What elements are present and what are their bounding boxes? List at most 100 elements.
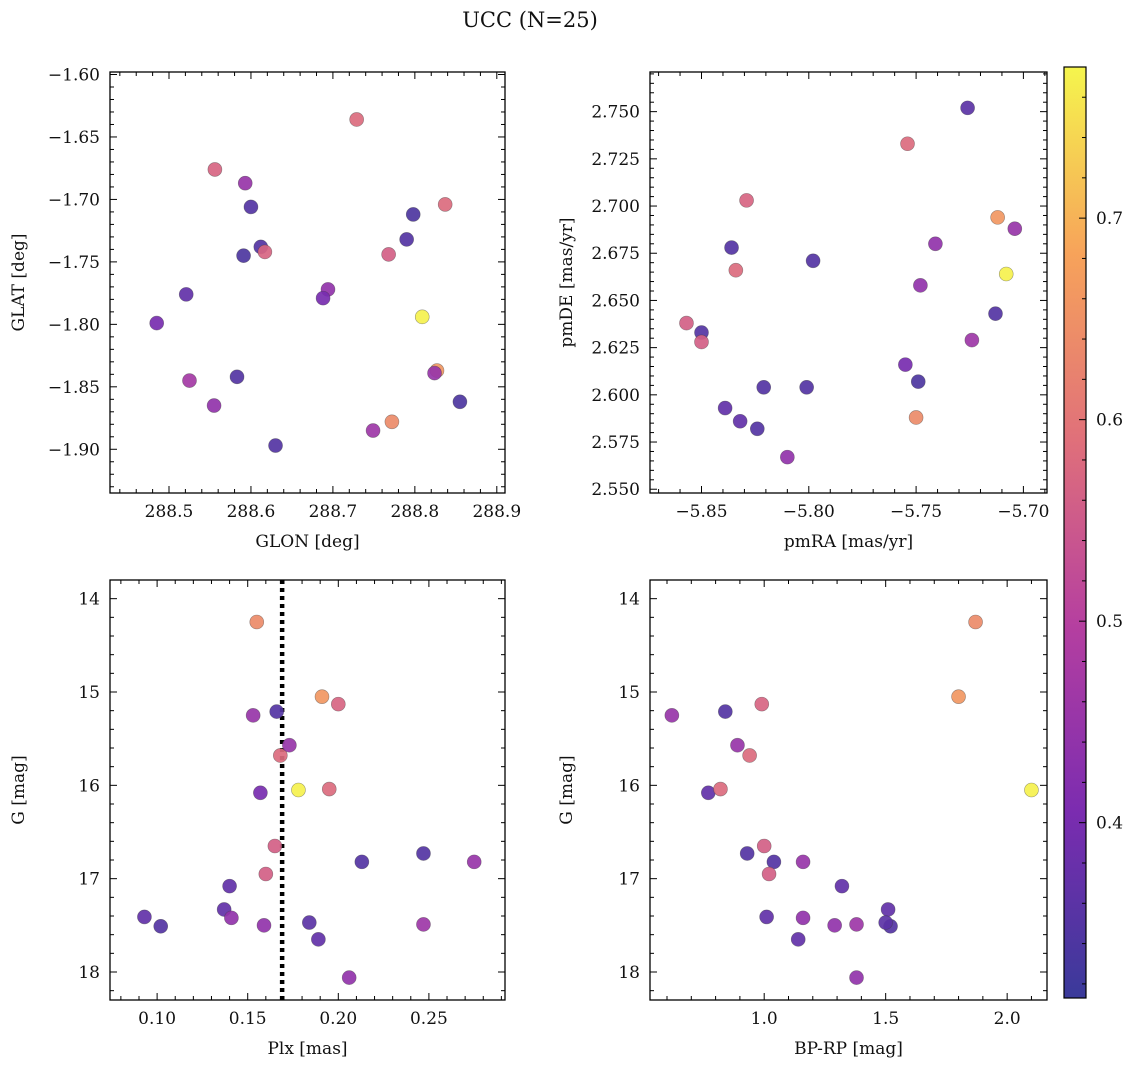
data-point — [988, 306, 1003, 321]
colorbar-tick-label: 0.7 — [1096, 209, 1123, 229]
data-point — [910, 374, 926, 389]
x-tick-label: 1.0 — [751, 1009, 778, 1029]
data-point — [269, 704, 284, 719]
data-point — [268, 438, 283, 453]
data-point — [739, 193, 754, 208]
data-point — [224, 910, 239, 926]
data-point — [384, 414, 400, 430]
data-point — [742, 748, 757, 763]
data-point — [349, 112, 364, 127]
data-point — [206, 398, 222, 413]
data-point — [229, 369, 245, 385]
data-point — [880, 902, 896, 917]
x-tick-label: 2.0 — [994, 1009, 1021, 1029]
data-point — [237, 175, 253, 191]
data-point — [243, 199, 259, 215]
colorbar-tick-label: 0.4 — [1096, 814, 1123, 834]
y-tick-label: 16 — [78, 776, 100, 796]
x-tick-label: −5.80 — [783, 502, 835, 522]
data-point — [834, 878, 850, 894]
x-axis-label: GLON [deg] — [255, 532, 359, 552]
y-tick-label: 2.675 — [591, 244, 640, 264]
data-point — [730, 737, 745, 753]
x-tick-label: 288.6 — [227, 502, 276, 522]
data-point — [679, 315, 694, 331]
x-tick-label: 1.5 — [872, 1009, 899, 1029]
data-point — [878, 915, 893, 930]
data-point — [701, 785, 716, 801]
data-point — [249, 614, 265, 630]
data-point — [282, 737, 297, 753]
data-point — [928, 236, 943, 252]
y-tick-label: 14 — [78, 590, 100, 610]
data-point — [381, 247, 396, 262]
x-tick-label: 288.7 — [309, 502, 358, 522]
x-tick-label: 0.10 — [138, 1009, 176, 1029]
x-tick-label: 288.9 — [472, 502, 521, 522]
y-axis-label: G [mag] — [557, 755, 577, 824]
data-point — [258, 866, 274, 882]
axes-frame — [109, 579, 506, 1001]
data-point — [849, 970, 864, 985]
data-point — [805, 253, 821, 269]
data-point — [207, 162, 223, 177]
y-axis-label: G [mag] — [9, 755, 29, 824]
data-point — [724, 240, 739, 255]
data-point — [960, 100, 975, 116]
data-point — [311, 932, 326, 947]
y-tick-label: −1.65 — [48, 128, 100, 148]
data-point — [341, 970, 357, 985]
data-point — [291, 782, 306, 798]
data-point — [405, 207, 421, 222]
data-point — [951, 689, 966, 704]
y-tick-label: 18 — [78, 963, 100, 983]
data-point — [900, 136, 915, 152]
data-point — [452, 394, 468, 410]
x-axis-label: pmRA [mas/yr] — [784, 532, 913, 552]
data-point — [354, 854, 370, 870]
y-tick-label: 2.725 — [591, 150, 640, 170]
data-point — [257, 244, 273, 260]
y-tick-label: −1.90 — [48, 440, 100, 460]
data-point — [137, 909, 152, 925]
data-point — [245, 708, 261, 723]
data-point — [416, 846, 431, 861]
data-point — [315, 290, 331, 306]
y-tick-label: 2.625 — [591, 339, 640, 359]
x-tick-label: 0.15 — [229, 1009, 267, 1029]
data-point — [182, 373, 197, 388]
y-tick-label: 2.575 — [591, 433, 640, 453]
data-point — [1024, 782, 1039, 798]
data-point — [694, 334, 709, 350]
data-point — [267, 838, 283, 854]
y-tick-label: −1.85 — [48, 378, 100, 398]
data-point — [780, 449, 795, 465]
y-tick-label: 2.600 — [591, 386, 640, 406]
figure-title: UCC (N=25) — [462, 8, 598, 32]
data-point — [756, 379, 772, 395]
y-tick-label: 2.550 — [591, 480, 640, 500]
data-point — [990, 210, 1005, 225]
data-point — [795, 854, 811, 870]
colorbar-gradient — [1063, 66, 1087, 999]
y-tick-label: 17 — [618, 870, 640, 890]
data-point — [314, 689, 330, 704]
x-tick-label: 288.5 — [145, 502, 194, 522]
data-point — [153, 918, 169, 934]
y-tick-label: −1.70 — [48, 190, 100, 210]
y-tick-label: 2.700 — [591, 197, 640, 217]
data-point — [664, 708, 680, 723]
y-axis-label: pmDE [mas/yr] — [557, 217, 577, 347]
colorbar: 0.4 0.5 0.6 0.7 — [1063, 66, 1123, 999]
data-point — [790, 932, 806, 947]
colorbar-tick-label: 0.5 — [1096, 612, 1123, 632]
data-point — [827, 918, 842, 933]
y-tick-label: −1.75 — [48, 253, 100, 273]
y-tick-label: −1.80 — [48, 315, 100, 335]
data-point — [236, 248, 251, 263]
panel-bprp-g: 1.0 1.5 2.0 14 15 16 17 18 BP-RP [mag] G [mag] — [557, 579, 1048, 1059]
y-tick-label: 15 — [618, 683, 640, 703]
y-tick-label: 2.750 — [591, 103, 640, 123]
data-point — [437, 197, 453, 212]
